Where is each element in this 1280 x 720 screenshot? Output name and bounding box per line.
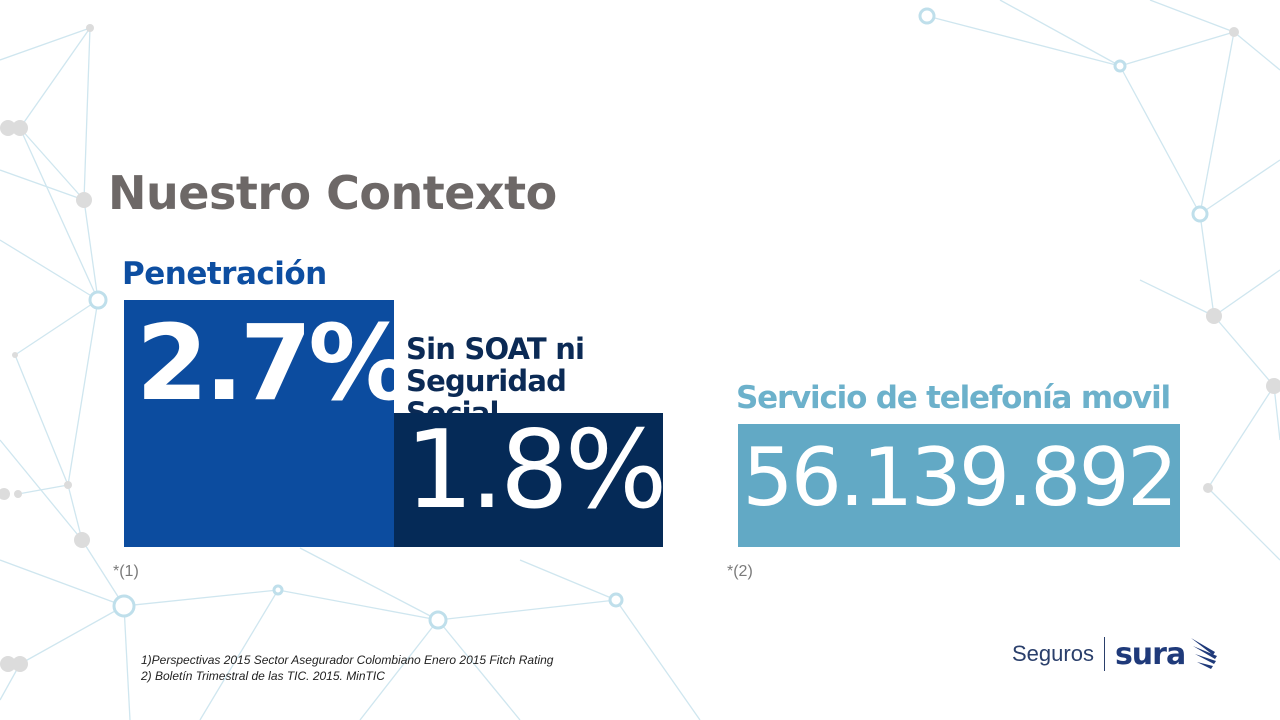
brand-logo: Seguros sura — [1012, 632, 1219, 676]
telefonia-box — [738, 424, 1180, 547]
sura-wing-icon — [1191, 638, 1218, 669]
penetracion-label: Penetración — [122, 256, 327, 292]
penetracion-total-box — [124, 300, 394, 547]
penetracion-sub-value: 1.8% — [405, 408, 667, 533]
source-line-2: 2) Boletín Trimestral de las TIC. 2015. … — [141, 669, 385, 683]
telefonia-label: Servicio de telefonía movil — [736, 380, 1171, 416]
brand-seguros-text: Seguros — [1012, 641, 1094, 666]
footnote-ref-1: *(1) — [113, 563, 139, 580]
penetracion-total-value: 2.7% — [136, 302, 412, 424]
penetracion-sub-box — [394, 413, 663, 547]
telefonia-value: 56.139.892 — [742, 431, 1178, 524]
brand-sura-text: sura — [1114, 636, 1186, 672]
brand-divider — [1103, 637, 1105, 671]
page-title: Nuestro Contexto — [108, 166, 557, 220]
sources-block: 1)Perspectivas 2015 Sector Asegurador Co… — [141, 652, 553, 684]
footnote-ref-2: *(2) — [727, 563, 753, 580]
source-line-1: 1)Perspectivas 2015 Sector Asegurador Co… — [141, 653, 554, 667]
